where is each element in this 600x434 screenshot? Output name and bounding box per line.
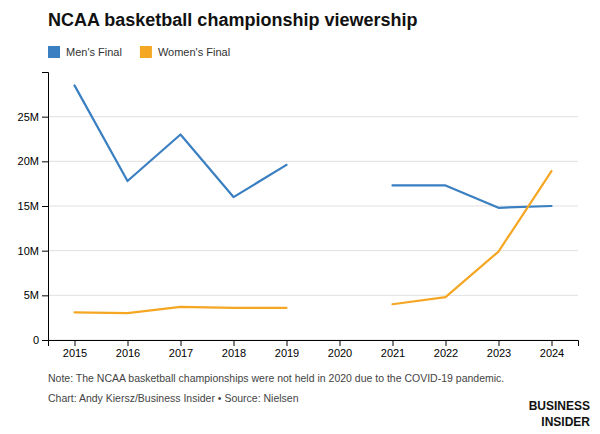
tick-mark xyxy=(340,340,341,346)
series-line xyxy=(75,85,552,207)
tick-label: 2017 xyxy=(169,347,193,359)
tick: 2016 xyxy=(116,340,140,359)
tick-mark xyxy=(234,340,235,346)
tick-mark xyxy=(42,206,48,207)
plot-area: 2015 2016 2017 2018 2019 2020 2021 2022 2023 2024… xyxy=(18,73,579,359)
tick: 0 xyxy=(33,334,48,346)
tick-mark xyxy=(42,251,48,252)
tick-mark xyxy=(287,340,288,346)
grid-line xyxy=(48,161,578,162)
tick-label: 2024 xyxy=(540,347,564,359)
legend: Men's Final Women's Final xyxy=(48,46,230,58)
tick: 2021 xyxy=(381,340,405,359)
annotation: Chart: Andy Kiersz/Business Insider • So… xyxy=(48,392,299,404)
chart: 2015 2016 2017 2018 2019 2020 2021 2022 2023 2024… xyxy=(0,0,600,434)
grid-line xyxy=(48,116,578,117)
tick-label: 2022 xyxy=(434,347,458,359)
x-axis: 2015 2016 2017 2018 2019 2020 2021 2022 2023 2024 xyxy=(49,340,579,359)
tick-label: 2021 xyxy=(381,347,405,359)
tick-label: 2018 xyxy=(222,347,246,359)
tick: 20M xyxy=(18,155,48,167)
annotation: BUSINESS xyxy=(529,399,590,413)
tick-mark xyxy=(42,117,48,118)
tick: 25M xyxy=(18,111,48,123)
tick: 2017 xyxy=(169,340,193,359)
tick-label: 2023 xyxy=(487,347,511,359)
tick-label: 2020 xyxy=(328,347,352,359)
tick: 5M xyxy=(24,289,48,301)
tick: 2022 xyxy=(434,340,458,359)
axis-line xyxy=(42,73,49,341)
legend-swatch xyxy=(48,46,60,58)
tick: 2018 xyxy=(222,340,246,359)
tick-label: 20M xyxy=(18,155,39,167)
tick-mark xyxy=(128,340,129,346)
tick-mark xyxy=(42,161,48,162)
legend-swatch xyxy=(140,46,152,58)
tick-label: 10M xyxy=(18,245,39,257)
tick-label: 25M xyxy=(18,111,39,123)
tick: 2020 xyxy=(328,340,352,359)
tick-mark xyxy=(446,340,447,346)
grid-line xyxy=(48,206,578,207)
annotation: Note: The NCAA basketball championships … xyxy=(48,372,504,384)
tick-label: 2016 xyxy=(116,347,140,359)
tick-label: 2019 xyxy=(275,347,299,359)
tick: 2024 xyxy=(540,340,564,359)
lines xyxy=(75,85,552,313)
tick-mark xyxy=(552,340,553,346)
tick-mark xyxy=(393,340,394,346)
tick-label: 15M xyxy=(18,200,39,212)
tick: 2019 xyxy=(275,340,299,359)
tick-mark xyxy=(75,340,76,346)
axis-line xyxy=(49,341,579,347)
legend-label: Men's Final xyxy=(66,46,122,58)
grid xyxy=(48,117,578,340)
tick-label: 0 xyxy=(33,334,39,346)
tick-mark xyxy=(499,340,500,346)
legend-label: Women's Final xyxy=(158,46,230,58)
tick: 10M xyxy=(18,245,48,257)
tick-label: 2015 xyxy=(63,347,87,359)
tick-mark xyxy=(42,295,48,296)
tick: 15M xyxy=(18,200,48,212)
y-axis: 0 5M 10M 15M 20M 25M xyxy=(18,73,49,347)
tick-mark xyxy=(42,340,48,341)
grid-line xyxy=(48,295,578,296)
tick: 2015 xyxy=(63,340,87,359)
title: NCAA basketball championship viewership xyxy=(48,10,417,30)
tick-label: 5M xyxy=(24,289,39,301)
series-line xyxy=(75,171,552,313)
tick: 2023 xyxy=(487,340,511,359)
annotation: INSIDER xyxy=(541,415,590,429)
tick-mark xyxy=(181,340,182,346)
